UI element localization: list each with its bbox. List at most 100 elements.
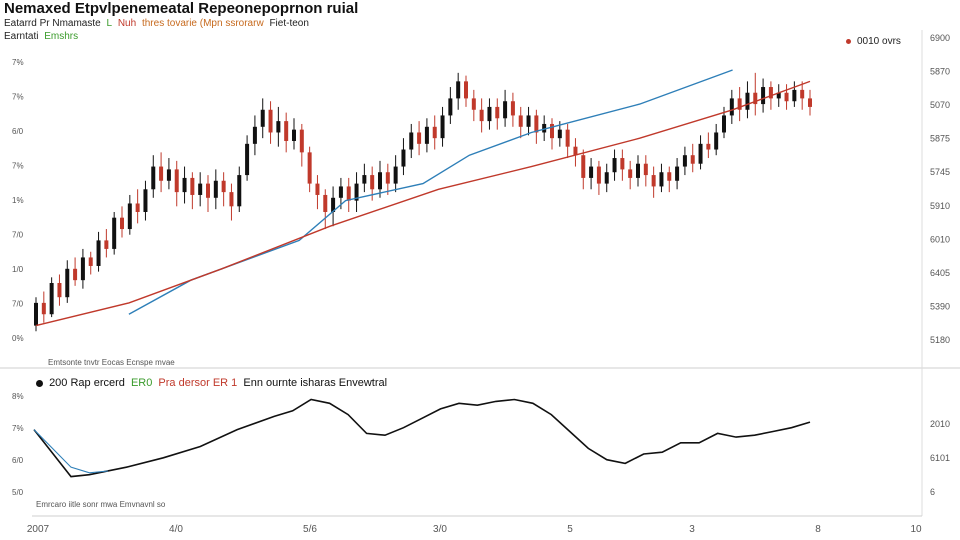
x-tick-label: 3/0 <box>433 524 447 535</box>
candle-body <box>510 101 515 116</box>
candle-body <box>557 129 562 139</box>
candle-body <box>620 158 625 170</box>
candle-body <box>198 183 203 195</box>
y-tick-label-left: 7/0 <box>12 231 24 240</box>
candle-body <box>206 183 210 198</box>
candle-body <box>471 98 476 110</box>
x-tick-label: 4/0 <box>169 524 183 535</box>
osc-legend-3: Pra dersor ER 1 <box>158 377 238 389</box>
candle-body <box>260 109 265 127</box>
candle-body <box>682 155 687 167</box>
candle-body <box>88 257 93 266</box>
main-legend: 0010 ovrs <box>846 36 901 47</box>
candle-body <box>706 143 711 150</box>
candle-body <box>714 132 719 150</box>
candle-body <box>221 180 226 193</box>
x-tick-label: 10 <box>910 524 922 535</box>
y-tick-label-left: 7% <box>12 93 24 102</box>
candle-body <box>346 186 351 201</box>
candle-body <box>104 240 109 249</box>
candle-body <box>542 123 547 133</box>
oscillator-legend-dot-icon <box>36 379 43 387</box>
y-tick-label-right: 5070 <box>930 100 950 110</box>
x-tick-label: 8 <box>815 524 821 535</box>
y-tick-label-right: 6010 <box>930 234 950 244</box>
candle-body <box>729 98 734 116</box>
candle-body <box>503 101 508 119</box>
osc-y-tick-right: 6101 <box>930 453 950 463</box>
candle-body <box>135 203 140 212</box>
candle-body <box>73 268 78 281</box>
subtitle-part-2: L <box>106 18 113 29</box>
candle-body <box>417 132 422 144</box>
x-tick-label: 5 <box>567 524 573 535</box>
candle-body <box>96 240 101 266</box>
candle-body <box>354 183 359 201</box>
candle-body <box>166 169 171 181</box>
candle-body <box>534 115 539 133</box>
candle-body <box>174 169 179 193</box>
oscillator-line <box>33 398 811 478</box>
candle-body <box>643 163 648 176</box>
candle-body <box>65 268 70 298</box>
osc-y-tick-right: 2010 <box>930 419 950 429</box>
candle-body <box>143 189 148 212</box>
candle-body <box>761 87 766 105</box>
candle-body <box>440 115 445 139</box>
candle-body <box>229 192 234 207</box>
ma-slow-line <box>35 80 811 327</box>
candle-body <box>784 92 789 102</box>
candle-body <box>276 121 281 133</box>
candle-body <box>448 98 453 116</box>
candle-body <box>589 166 594 178</box>
x-tick-label: 5/6 <box>303 524 317 535</box>
candle-body <box>518 115 523 127</box>
y-tick-label-left: 1/0 <box>12 265 24 274</box>
candle-body <box>284 121 289 141</box>
candle-body <box>362 175 367 184</box>
candle-body <box>495 106 500 119</box>
y-tick-label-left: 7% <box>12 58 24 67</box>
candle-body <box>34 302 38 326</box>
osc-y-tick-right: 6 <box>930 487 935 497</box>
y-tick-label-right: 5390 <box>930 301 950 311</box>
candle-body <box>690 155 695 164</box>
candle-body <box>299 129 304 153</box>
x-tick-label: 2007 <box>27 524 50 535</box>
y-tick-label-right: 6900 <box>930 33 950 43</box>
osc-y-tick-left: 8% <box>12 392 24 401</box>
candle-body <box>667 172 672 181</box>
candle-body <box>753 92 758 105</box>
candle-body <box>41 302 46 315</box>
subtitle2-part-1: Earntati <box>4 31 39 42</box>
osc-y-tick-left: 6/0 <box>12 456 24 465</box>
candle-body <box>526 115 531 127</box>
candle-body <box>237 175 242 207</box>
candle-body <box>307 152 312 184</box>
candle-body <box>776 92 781 99</box>
main-legend-label: 0010 ovrs <box>857 36 901 47</box>
oscillator-signal-line <box>33 429 108 474</box>
candle-body <box>252 126 257 144</box>
y-tick-label-left: 1% <box>12 196 24 205</box>
y-tick-label-right: 5180 <box>930 335 950 345</box>
candle-body <box>338 186 343 198</box>
osc-y-tick-left: 7% <box>12 424 24 433</box>
candle-body <box>604 172 609 184</box>
oscillator-legend: 200 Rap ercerd ER0 Pra dersor ER 1 Enn o… <box>36 377 390 389</box>
candle-body <box>245 143 250 176</box>
candle-body <box>792 89 797 102</box>
legend-dot-icon <box>846 38 851 44</box>
candle-body <box>581 155 586 178</box>
y-tick-label-left: 7% <box>12 162 24 171</box>
candle-body <box>323 194 328 212</box>
osc-legend-1: 200 Rap ercerd <box>49 377 125 389</box>
candle-body <box>808 98 812 107</box>
osc-y-tick-left: 5/0 <box>12 488 24 497</box>
candle-body <box>268 109 273 133</box>
candle-body <box>385 172 390 184</box>
candle-body <box>112 217 117 249</box>
candle-body <box>628 169 633 178</box>
osc-legend-4: Enn ournte isharas Envewtral <box>243 377 388 389</box>
